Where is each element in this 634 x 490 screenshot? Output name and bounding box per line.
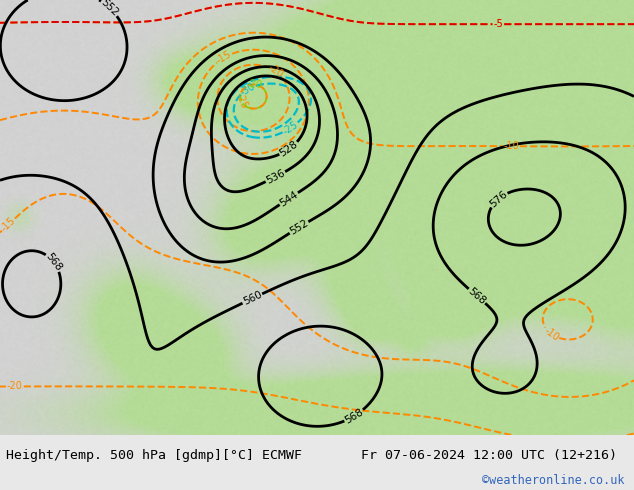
Text: 552: 552 [288, 218, 310, 237]
Text: 568: 568 [44, 251, 64, 273]
Text: -30: -30 [238, 81, 257, 98]
Text: 536: 536 [264, 168, 287, 186]
Text: 576: 576 [488, 189, 509, 209]
Text: Height/Temp. 500 hPa [gdmp][°C] ECMWF: Height/Temp. 500 hPa [gdmp][°C] ECMWF [6, 449, 302, 463]
Text: -15: -15 [215, 49, 233, 66]
Text: 560: 560 [242, 290, 263, 307]
Text: -25: -25 [281, 119, 300, 136]
Text: -20: -20 [266, 63, 285, 80]
Text: -20: -20 [7, 381, 23, 392]
Text: -15: -15 [0, 216, 18, 234]
Text: -25: -25 [234, 92, 249, 111]
Text: 568: 568 [466, 286, 488, 306]
Text: -5: -5 [493, 19, 503, 29]
Text: -10: -10 [542, 325, 560, 343]
Text: 552: 552 [99, 0, 120, 19]
Text: 528: 528 [278, 139, 300, 159]
Text: -5: -5 [493, 19, 503, 29]
Text: 568: 568 [343, 407, 365, 425]
Text: 544: 544 [278, 189, 300, 208]
Text: -20: -20 [246, 79, 262, 90]
Text: Fr 07-06-2024 12:00 UTC (12+216): Fr 07-06-2024 12:00 UTC (12+216) [361, 449, 618, 463]
Text: ©weatheronline.co.uk: ©weatheronline.co.uk [482, 474, 624, 487]
Text: -10: -10 [503, 141, 519, 151]
